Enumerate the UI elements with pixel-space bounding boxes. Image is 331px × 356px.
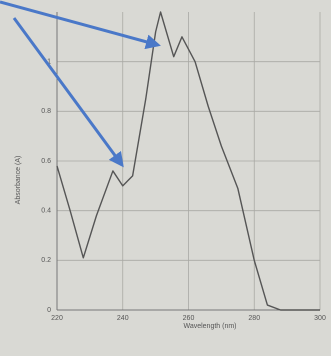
x-axis-label: Wavelength (nm)	[183, 323, 236, 330]
x-tick-label: 260	[183, 315, 195, 322]
y-tick-label: 0.8	[41, 108, 51, 115]
arrow	[0, 2, 158, 45]
arrow	[14, 18, 122, 165]
x-tick-label: 280	[248, 315, 260, 322]
y-axis-label: Absorbance (A)	[15, 156, 22, 205]
y-tick-label: 0.4	[41, 208, 51, 215]
x-tick-label: 240	[117, 315, 129, 322]
x-tick-label: 220	[51, 315, 63, 322]
x-tick-label: 300	[314, 315, 326, 322]
y-tick-label: 0	[47, 307, 51, 314]
annotation-arrows	[0, 2, 158, 165]
chart: Absorbance (A) Wavelength (nm) 0 0.2 0.4 0.…	[0, 0, 331, 356]
y-tick-label: 0.6	[41, 158, 51, 165]
y-tick-label: 0.2	[41, 257, 51, 264]
